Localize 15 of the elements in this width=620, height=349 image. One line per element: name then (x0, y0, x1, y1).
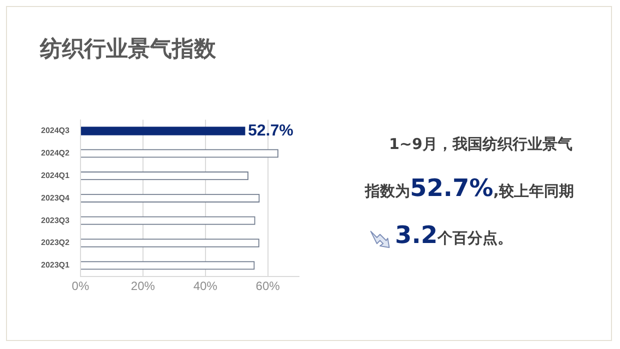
y-tick-label: 2023Q4 (41, 193, 70, 202)
x-tick-label: 0% (72, 279, 90, 294)
text: 1~9月，我国纺织行业景气指数为52.7%,较上年同期 3.2个百分点。 (365, 135, 574, 249)
x-tick-label: 20% (130, 279, 156, 294)
data-label: 52.7% (248, 122, 294, 140)
y-tick-label: 2023Q1 (41, 260, 70, 270)
bar (80, 126, 246, 136)
x-tick-label: 60% (256, 279, 280, 294)
y-tick-label: 2023Q2 (41, 238, 70, 248)
y-tick-label: 2024Q3 (41, 126, 70, 136)
x-tick-label: 40% (193, 279, 218, 294)
y-tick-label: 2024Q1 (41, 171, 70, 180)
y-tick-label: 2023Q3 (41, 216, 70, 225)
y-tick-label: 2024Q2 (41, 148, 70, 158)
chart-title: 纺织行业景气指数 (40, 36, 216, 64)
